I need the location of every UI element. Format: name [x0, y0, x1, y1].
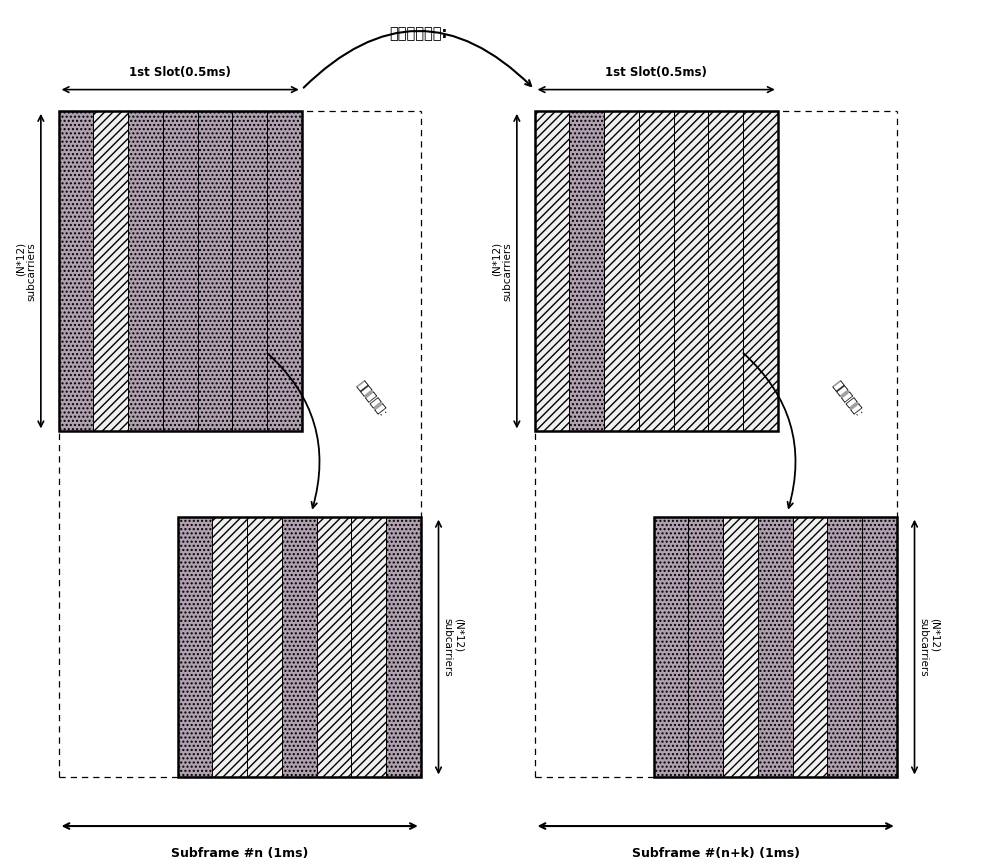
Bar [723, 517, 758, 778]
Bar [674, 111, 708, 432]
Bar [827, 517, 862, 778]
Text: 子帧内跳频:: 子帧内跳频: [829, 379, 865, 420]
Text: 子帧内跳频:: 子帧内跳频: [353, 379, 389, 420]
Bar [59, 111, 93, 432]
Bar [688, 517, 723, 778]
Bar [862, 517, 897, 778]
Text: (N*12)
subcarriers: (N*12) subcarriers [491, 242, 513, 301]
Text: Subframe #(n+k) (1ms): Subframe #(n+k) (1ms) [632, 847, 800, 860]
Bar [212, 517, 247, 778]
Bar [317, 517, 351, 778]
Bar [793, 517, 827, 778]
Text: 1st Slot(0.5ms): 1st Slot(0.5ms) [605, 67, 707, 80]
Bar [708, 111, 743, 432]
Bar [178, 517, 421, 778]
Bar [351, 517, 386, 778]
Bar [386, 517, 421, 778]
Text: (N*12)
subcarriers: (N*12) subcarriers [442, 617, 464, 676]
Bar [247, 517, 282, 778]
Text: 子帧间无跳频:: 子帧间无跳频: [389, 27, 447, 42]
Text: (N*12)
subcarriers: (N*12) subcarriers [15, 242, 37, 301]
Bar [535, 111, 778, 432]
Text: 1st Slot(0.5ms): 1st Slot(0.5ms) [129, 67, 231, 80]
Bar [163, 111, 198, 432]
Bar [59, 111, 302, 432]
Bar [639, 111, 674, 432]
Bar [198, 111, 232, 432]
Text: Subframe #n (1ms): Subframe #n (1ms) [171, 847, 308, 860]
Bar [535, 111, 569, 432]
Bar [267, 111, 302, 432]
Bar [654, 517, 688, 778]
Bar [743, 111, 778, 432]
Bar [232, 111, 267, 432]
Bar [178, 517, 212, 778]
Bar [569, 111, 604, 432]
Bar [604, 111, 639, 432]
Bar [282, 517, 317, 778]
Bar [128, 111, 163, 432]
Bar [654, 517, 897, 778]
Bar [93, 111, 128, 432]
Bar [758, 517, 793, 778]
Text: (N*12)
subcarriers: (N*12) subcarriers [918, 617, 940, 676]
